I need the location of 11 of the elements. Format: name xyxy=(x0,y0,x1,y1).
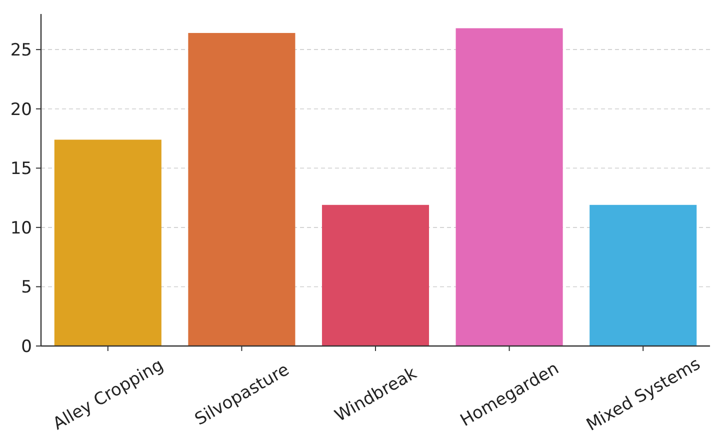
bar xyxy=(590,204,697,346)
bar xyxy=(188,32,296,346)
bar xyxy=(456,28,563,346)
y-tick-label: 20 xyxy=(10,100,32,120)
bar xyxy=(54,140,162,346)
y-tick-label: 10 xyxy=(10,218,32,238)
y-tick-label: 15 xyxy=(10,159,32,180)
y-tick-label: 0 xyxy=(21,336,32,357)
y-tick-label: 25 xyxy=(10,40,32,61)
y-tick-label: 5 xyxy=(21,278,32,298)
bar xyxy=(322,204,430,346)
